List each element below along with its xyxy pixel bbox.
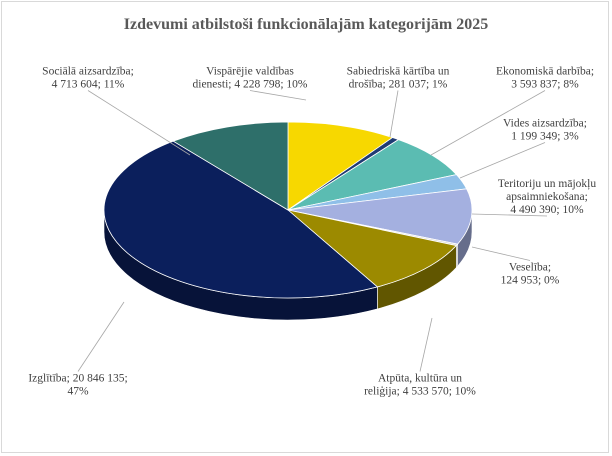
pie-slice-izglitiba — [103, 140, 379, 299]
data-label-line: drošība; 281 037; 1% — [349, 79, 448, 91]
data-label-line: Veselība; — [509, 262, 551, 274]
data-label-line: dienesti; 4 228 798; 10% — [193, 79, 308, 91]
leader-line-atputa-kultura — [419, 317, 433, 372]
data-label-line: Sociālā aizsardzība; — [42, 66, 134, 78]
data-label-line: 124 953; 0% — [501, 275, 560, 287]
data-label-line: 4 713 604; 11% — [52, 79, 125, 91]
data-label-line: Atpūta, kultūra un — [378, 373, 462, 385]
data-label-line: Ekonomiskā darbība; — [496, 66, 594, 78]
data-label-line: Sabiedriskā kārtība un — [347, 66, 450, 78]
leader-line-sociala-aizsardziba — [87, 90, 191, 156]
leader-line-izglitiba — [77, 301, 125, 372]
pie-slice-atputa-kultura — [287, 209, 458, 288]
data-label-vides-aizsardziba: Vides aizsardzība; 1 199 349; 3% — [503, 118, 587, 143]
data-label-visparejie-valdibas-dienesti: Vispārējie valdības dienesti; 4 228 798; … — [193, 66, 308, 91]
data-labels: Vispārējie valdības dienesti; 4 228 798; … — [28, 66, 596, 398]
data-label-line: Vispārējie valdības — [206, 66, 294, 78]
data-label-line: apsaimniekošana; — [506, 191, 588, 203]
data-label-line: 4 490 390; 10% — [510, 204, 584, 216]
data-label-atputa-kultura: Atpūta, kultūra un reliģija; 4 533 570; 1… — [364, 373, 476, 398]
data-label-line: Izglītība; 20 846 135; — [28, 373, 127, 385]
leader-line-vides-aizsardziba — [459, 142, 546, 179]
pie-top — [103, 121, 473, 299]
leader-line-visparejie-valdibas-dienesti — [249, 90, 307, 101]
data-label-teritoriju-apsaimniekosana: Teritoriju un mājokļu apsaimniekošana; 4 4… — [498, 178, 596, 216]
data-label-line: 47% — [67, 386, 89, 398]
data-label-sabiedriska-kartiba: Sabiedriskā kārtība un drošība; 281 037; … — [347, 66, 450, 91]
leader-line-ekonomiska-darbiba — [430, 90, 546, 156]
data-label-sociala-aizsardziba: Sociālā aizsardzība; 4 713 604; 11% — [42, 66, 134, 91]
leader-line-sabiedriska-kartiba — [389, 90, 399, 138]
data-label-ekonomiska-darbiba: Ekonomiskā darbība; 3 593 837; 8% — [496, 66, 594, 91]
leader-line-veseliba — [471, 246, 531, 261]
pie-slice-teritoriju-apsaimniekosana — [287, 188, 473, 245]
data-label-izglitiba: Izglītība; 20 846 135; 47% — [28, 373, 127, 398]
leader-line-teritoriju-apsaimniekosana — [471, 213, 548, 217]
data-label-line: reliģija; 4 533 570; 10% — [364, 386, 476, 398]
pie-slice-sociala-aizsardziba — [172, 121, 289, 211]
data-label-veseliba: Veselība; 124 953; 0% — [501, 262, 560, 287]
data-label-line: 1 199 349; 3% — [511, 131, 579, 143]
data-label-line: Vides aizsardzība; — [503, 118, 587, 130]
pie-slice-visparejie-valdibas-dienesti — [287, 121, 394, 211]
pie-slice-ekonomiska-darbiba — [287, 139, 458, 211]
chart-title: Izdevumi atbilstoši funkcionālajām kateg… — [123, 16, 489, 33]
data-label-line: 3 593 837; 8% — [511, 79, 579, 91]
data-label-line: Teritoriju un mājokļu — [498, 178, 596, 190]
